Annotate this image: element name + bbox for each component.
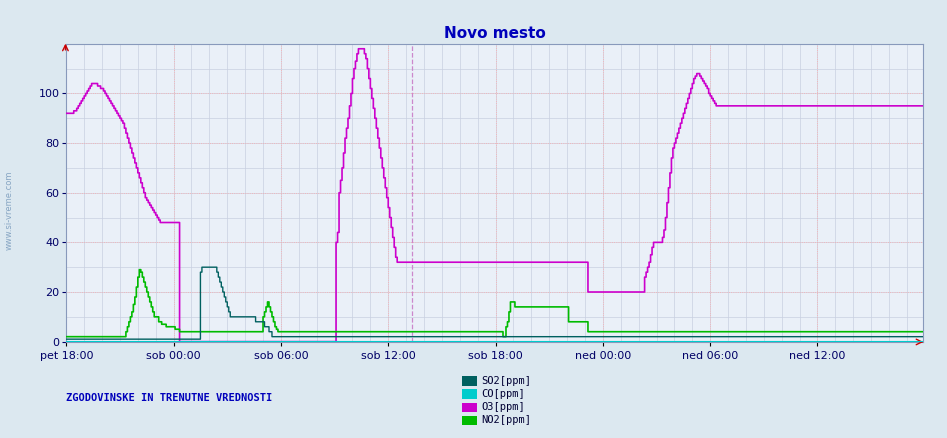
Title: Novo mesto: Novo mesto [444,26,545,41]
Text: ZGODOVINSKE IN TRENUTNE VREDNOSTI: ZGODOVINSKE IN TRENUTNE VREDNOSTI [66,393,273,403]
Text: CO[ppm]: CO[ppm] [481,389,525,399]
Text: www.si-vreme.com: www.si-vreme.com [5,170,14,250]
Text: NO2[ppm]: NO2[ppm] [481,416,531,425]
Text: O3[ppm]: O3[ppm] [481,403,525,412]
Text: SO2[ppm]: SO2[ppm] [481,376,531,386]
